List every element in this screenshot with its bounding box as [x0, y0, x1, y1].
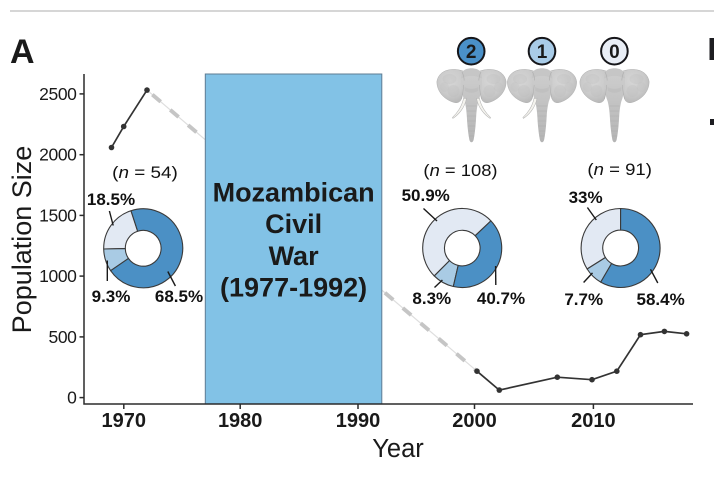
svg-text:33%: 33%	[569, 188, 603, 207]
svg-text:2: 2	[466, 42, 477, 63]
svg-text:(n = 91): (n = 91)	[587, 160, 652, 179]
svg-text:18.5%: 18.5%	[87, 190, 135, 209]
svg-text:A: A	[10, 33, 35, 71]
svg-text:0: 0	[67, 388, 77, 408]
svg-text:2000: 2000	[452, 410, 497, 432]
svg-text:(n = 108): (n = 108)	[423, 161, 497, 180]
svg-text:8.3%: 8.3%	[412, 289, 451, 308]
svg-text:2000: 2000	[39, 145, 77, 165]
svg-text:Mozambican: Mozambican	[213, 178, 375, 208]
svg-text:Population Size: Population Size	[7, 146, 37, 334]
svg-text:Year: Year	[372, 435, 424, 463]
svg-text:1000: 1000	[39, 266, 77, 286]
svg-text:68.5%: 68.5%	[155, 287, 203, 306]
svg-text:(1977-1992): (1977-1992)	[220, 273, 367, 303]
svg-text:War: War	[269, 241, 319, 271]
svg-text:40.7%: 40.7%	[477, 289, 525, 308]
svg-text:1970: 1970	[102, 410, 147, 432]
svg-text:(n = 54): (n = 54)	[112, 163, 178, 182]
svg-text:0: 0	[609, 42, 620, 63]
svg-text:500: 500	[49, 327, 78, 347]
svg-text:1990: 1990	[336, 410, 381, 432]
svg-text:9.3%: 9.3%	[92, 287, 131, 306]
svg-text:Civil: Civil	[265, 209, 322, 239]
svg-text:50.9%: 50.9%	[402, 186, 450, 205]
svg-text:1500: 1500	[39, 205, 77, 225]
svg-text:7.7%: 7.7%	[564, 290, 603, 309]
svg-text:58.4%: 58.4%	[636, 290, 684, 309]
svg-text:1980: 1980	[218, 410, 263, 432]
svg-text:2010: 2010	[571, 410, 616, 432]
svg-text:2500: 2500	[39, 84, 77, 104]
svg-text:1: 1	[537, 42, 548, 63]
